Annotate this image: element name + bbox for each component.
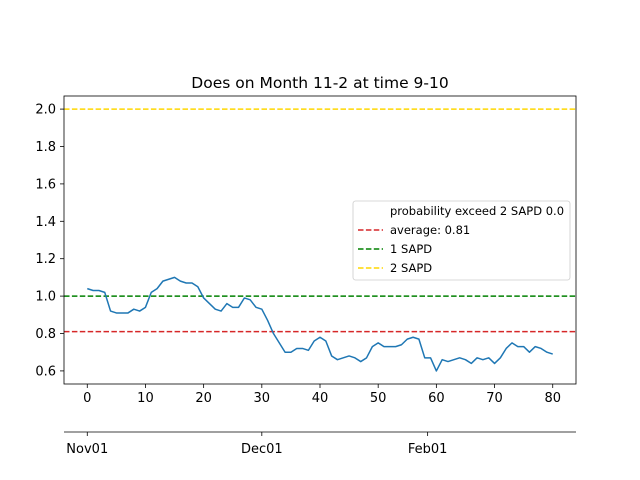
y-tick-label: 1.4 <box>35 215 56 230</box>
series-line-0 <box>87 276 553 372</box>
y-tick-label: 0.8 <box>35 327 56 342</box>
y-tick-label: 1.2 <box>35 252 56 267</box>
x-tick-label: 20 <box>195 391 212 406</box>
chart-title: Does on Month 11-2 at time 9-10 <box>191 74 448 92</box>
x-tick-label: 80 <box>544 391 561 406</box>
y-tick-label: 1.0 <box>35 290 56 305</box>
x-tick-label: 60 <box>428 391 445 406</box>
y-tick-label: 1.6 <box>35 177 56 192</box>
secondary-tick-label: Feb01 <box>408 442 448 457</box>
x-tick-label: 50 <box>370 391 387 406</box>
x-tick-label: 0 <box>83 391 91 406</box>
x-tick-label: 10 <box>137 391 154 406</box>
legend-label-0: probability exceed 2 SAPD 0.0 <box>390 204 564 218</box>
x-tick-label: 30 <box>254 391 271 406</box>
legend: probability exceed 2 SAPD 0.0 average: 0.… <box>352 200 571 281</box>
y-tick-label: 1.8 <box>35 140 56 155</box>
secondary-x-axis: Nov01 Dec01 Feb01 <box>64 431 576 457</box>
secondary-tick-label: Nov01 <box>66 442 108 457</box>
legend-label-2: 1 SAPD <box>390 242 432 256</box>
secondary-tick-label: Dec01 <box>241 442 283 457</box>
y-tick-label: 0.6 <box>35 364 56 379</box>
x-tick-label: 40 <box>312 391 329 406</box>
legend-label-3: 2 SAPD <box>390 261 432 275</box>
plot-area: 0 10 20 30 40 50 60 70 80 0.6 0.8 1.0 1.2 1.4 1.6 1.8 2.… <box>35 95 577 406</box>
x-tick-label: 70 <box>486 391 503 406</box>
legend-box <box>352 200 571 281</box>
y-tick-label: 2.0 <box>35 103 56 118</box>
legend-label-1: average: 0.81 <box>390 223 470 237</box>
